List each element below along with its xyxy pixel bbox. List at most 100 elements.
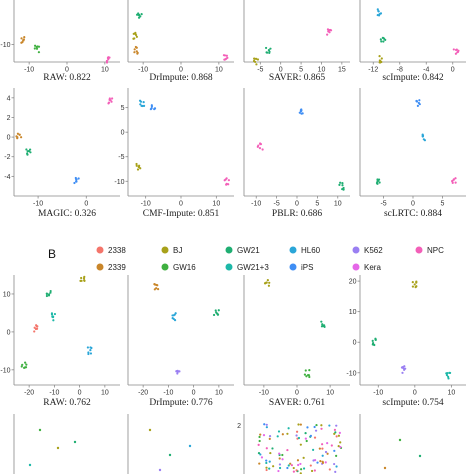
data-point (141, 104, 144, 108)
data-point (306, 426, 309, 429)
x-tick-label: -10 (49, 390, 59, 397)
data-point (259, 453, 262, 456)
data-point (401, 371, 404, 374)
data-point (134, 31, 137, 34)
section-letter: B (48, 247, 56, 261)
data-point (33, 44, 37, 47)
data-point (20, 365, 23, 368)
data-point (52, 319, 55, 322)
data-point (295, 430, 299, 433)
data-point (382, 40, 385, 43)
x-tick-label: 10 (326, 390, 334, 397)
data-point (133, 37, 136, 40)
cluster-BJ (135, 162, 142, 171)
x-tick-label: 5 (440, 201, 444, 208)
data-point (321, 443, 324, 446)
cluster-GW21 (25, 148, 32, 156)
data-point (321, 447, 324, 450)
data-point (33, 330, 36, 333)
cluster-NPC (451, 177, 457, 184)
scatter-panel: -10 0 10 -10 RAW: 0.822 (0, 0, 120, 83)
cluster-GW21 (338, 181, 345, 191)
y-tick-label: -10 (346, 370, 356, 377)
data-point (265, 461, 268, 465)
legend-entry: GW21 (225, 246, 260, 255)
data-point (308, 375, 311, 379)
x-tick-label: 0 (279, 67, 283, 74)
data-point (22, 38, 26, 41)
data-point (378, 181, 381, 184)
data-point (38, 428, 42, 432)
cluster-GW21+3 (50, 312, 57, 322)
data-point (452, 48, 455, 51)
data-point (330, 444, 333, 447)
data-point (304, 432, 307, 435)
data-point (337, 434, 341, 437)
data-point (278, 463, 282, 466)
legend-label: HL60 (301, 246, 321, 255)
data-point (292, 470, 295, 473)
data-point (20, 136, 23, 139)
data-point (257, 452, 261, 455)
data-point (451, 179, 454, 183)
data-point (134, 33, 138, 37)
data-point (320, 320, 323, 323)
data-point (404, 367, 407, 370)
data-point (268, 281, 271, 284)
data-point (376, 8, 379, 11)
legend-swatch (289, 263, 297, 271)
data-point (23, 36, 26, 39)
data-point (335, 465, 338, 468)
y-tick-label: -10 (0, 42, 10, 49)
legend-label: NPC (427, 246, 444, 255)
cluster-iPS (415, 99, 421, 107)
data-point (304, 437, 307, 440)
data-point (446, 372, 449, 375)
scatter-panel: -5 0 5 10 15 SAVER: 0.865 (243, 0, 350, 83)
data-point (314, 429, 318, 432)
cluster-GW16 (33, 44, 41, 54)
data-point (47, 294, 51, 297)
cluster-GW21 (135, 12, 143, 19)
y-tick-label: 0 (353, 340, 357, 347)
cluster-GW21+3 (445, 371, 452, 380)
data-point (310, 469, 314, 473)
data-point (287, 427, 290, 430)
x-tick-label: -12 (368, 67, 378, 74)
x-tick-label: 0 (65, 67, 69, 74)
data-point (259, 143, 263, 146)
x-tick-label: 10 (212, 201, 220, 208)
legend-entry: GW21+3 (225, 263, 269, 272)
x-tick-label: 15 (338, 67, 346, 74)
data-point (318, 447, 321, 450)
cluster-BJ (378, 55, 383, 64)
legend-swatch (415, 246, 423, 254)
data-point (452, 178, 455, 181)
data-point (281, 433, 284, 436)
data-point (25, 363, 28, 366)
data-point (56, 446, 60, 450)
data-point (445, 374, 449, 377)
panel-caption: RAW: 0.822 (43, 73, 91, 83)
data-point (16, 137, 19, 140)
data-point (83, 279, 86, 282)
data-point (136, 168, 140, 171)
data-point (50, 312, 54, 315)
scatter-panel: -12 -8 -4 0 scImpute: 0.842 (359, 0, 466, 83)
data-point (268, 435, 272, 438)
data-point (335, 454, 338, 457)
data-point (313, 425, 316, 429)
data-point (255, 63, 258, 66)
x-tick-label: 0 (413, 390, 417, 397)
data-point (313, 469, 316, 472)
data-point (454, 181, 457, 184)
cluster-GW21 (320, 320, 326, 329)
data-point (261, 148, 264, 151)
legend-swatch (96, 246, 104, 254)
panel-caption: scImpute: 0.754 (382, 398, 443, 408)
cluster-GW21 (264, 46, 272, 55)
x-tick-label: 0 (411, 201, 415, 208)
data-point (135, 35, 138, 38)
